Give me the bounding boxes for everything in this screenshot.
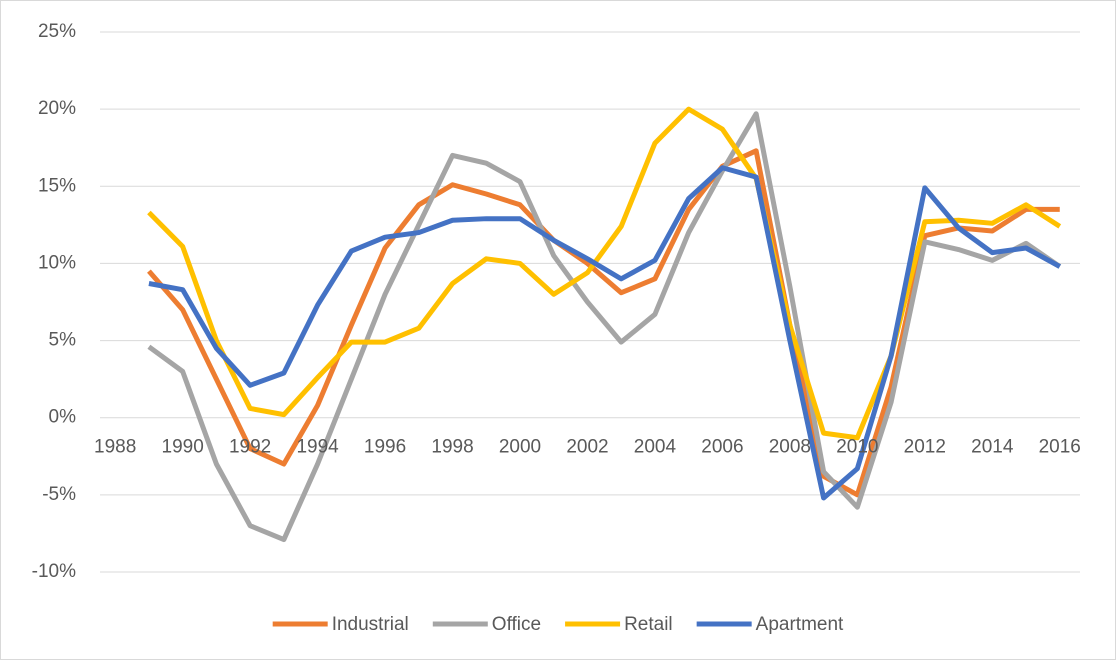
legend-label: Office (492, 614, 541, 635)
x-tick-label: 2008 (769, 437, 811, 458)
y-tick-label: 10% (38, 252, 76, 273)
y-tick-label: 25% (38, 21, 76, 42)
x-tick-label: 2016 (1039, 437, 1081, 458)
y-tick-label: 0% (49, 407, 77, 428)
x-tick-label: 2004 (634, 437, 677, 458)
x-tick-label: 2012 (904, 437, 946, 458)
y-tick-label: 15% (38, 175, 76, 196)
series-line (148, 165, 1061, 501)
x-tick-label: 1994 (296, 437, 339, 458)
x-tick-label: 2006 (701, 437, 743, 458)
x-tick-label: 1990 (162, 437, 204, 458)
lines (147, 106, 1062, 543)
y-tick-label: -10% (32, 561, 76, 582)
y-tick-label: 5% (49, 330, 77, 351)
x-tick-label: 1992 (229, 437, 271, 458)
y-tick-label: -5% (42, 484, 76, 505)
x-tick-label: 2014 (971, 437, 1014, 458)
x-tick-label: 1988 (94, 437, 136, 458)
x-tick-label: 2000 (499, 437, 541, 458)
series-line (147, 111, 1062, 543)
legend: Industrial Office Retail Apartment (272, 614, 844, 635)
labels: -10% -5% 0% 5% 10% 15% 20% 25% 1988 1990 1992 1994 1… (32, 21, 1081, 582)
x-tick-label: 2002 (566, 437, 608, 458)
x-tick-label: 1996 (364, 437, 406, 458)
y-tick-label: 20% (38, 98, 76, 119)
x-tick-label: 2010 (836, 437, 878, 458)
legend-label: Industrial (332, 614, 409, 635)
legend-label: Retail (624, 614, 673, 635)
legend-label: Apartment (756, 614, 844, 635)
series-line (147, 106, 1062, 441)
x-tick-label: 1998 (431, 437, 473, 458)
